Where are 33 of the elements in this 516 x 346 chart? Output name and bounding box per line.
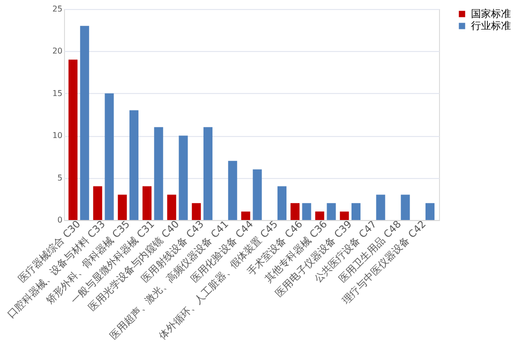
bar	[228, 160, 238, 220]
bar	[252, 169, 262, 220]
y-tick-label: 10	[52, 131, 62, 140]
bar	[118, 194, 127, 220]
bar	[68, 60, 78, 220]
bar	[241, 212, 250, 220]
bar	[203, 127, 212, 220]
y-tick-label: 0	[57, 216, 62, 224]
bar	[80, 26, 90, 220]
bar	[340, 212, 349, 220]
bar	[351, 203, 360, 220]
y-tick-label: 15	[52, 88, 62, 98]
bar	[277, 186, 286, 220]
legend-label: 国家标准	[471, 8, 511, 20]
bar	[178, 136, 188, 220]
bar	[129, 110, 138, 220]
legend-label: 行业标准	[471, 20, 511, 32]
bar	[302, 203, 312, 220]
bar	[326, 203, 336, 220]
bar	[376, 194, 386, 220]
bar	[192, 203, 201, 220]
bar	[400, 194, 410, 220]
bar	[167, 194, 176, 220]
y-tick-label: 25	[52, 4, 62, 14]
bar	[93, 186, 102, 220]
bar	[142, 186, 152, 220]
bar	[290, 203, 300, 220]
y-tick-label: 20	[52, 46, 62, 56]
bar	[154, 127, 164, 220]
bar	[315, 212, 324, 220]
bar	[104, 93, 114, 220]
y-tick-label: 5	[57, 173, 62, 182]
bar	[426, 203, 434, 220]
